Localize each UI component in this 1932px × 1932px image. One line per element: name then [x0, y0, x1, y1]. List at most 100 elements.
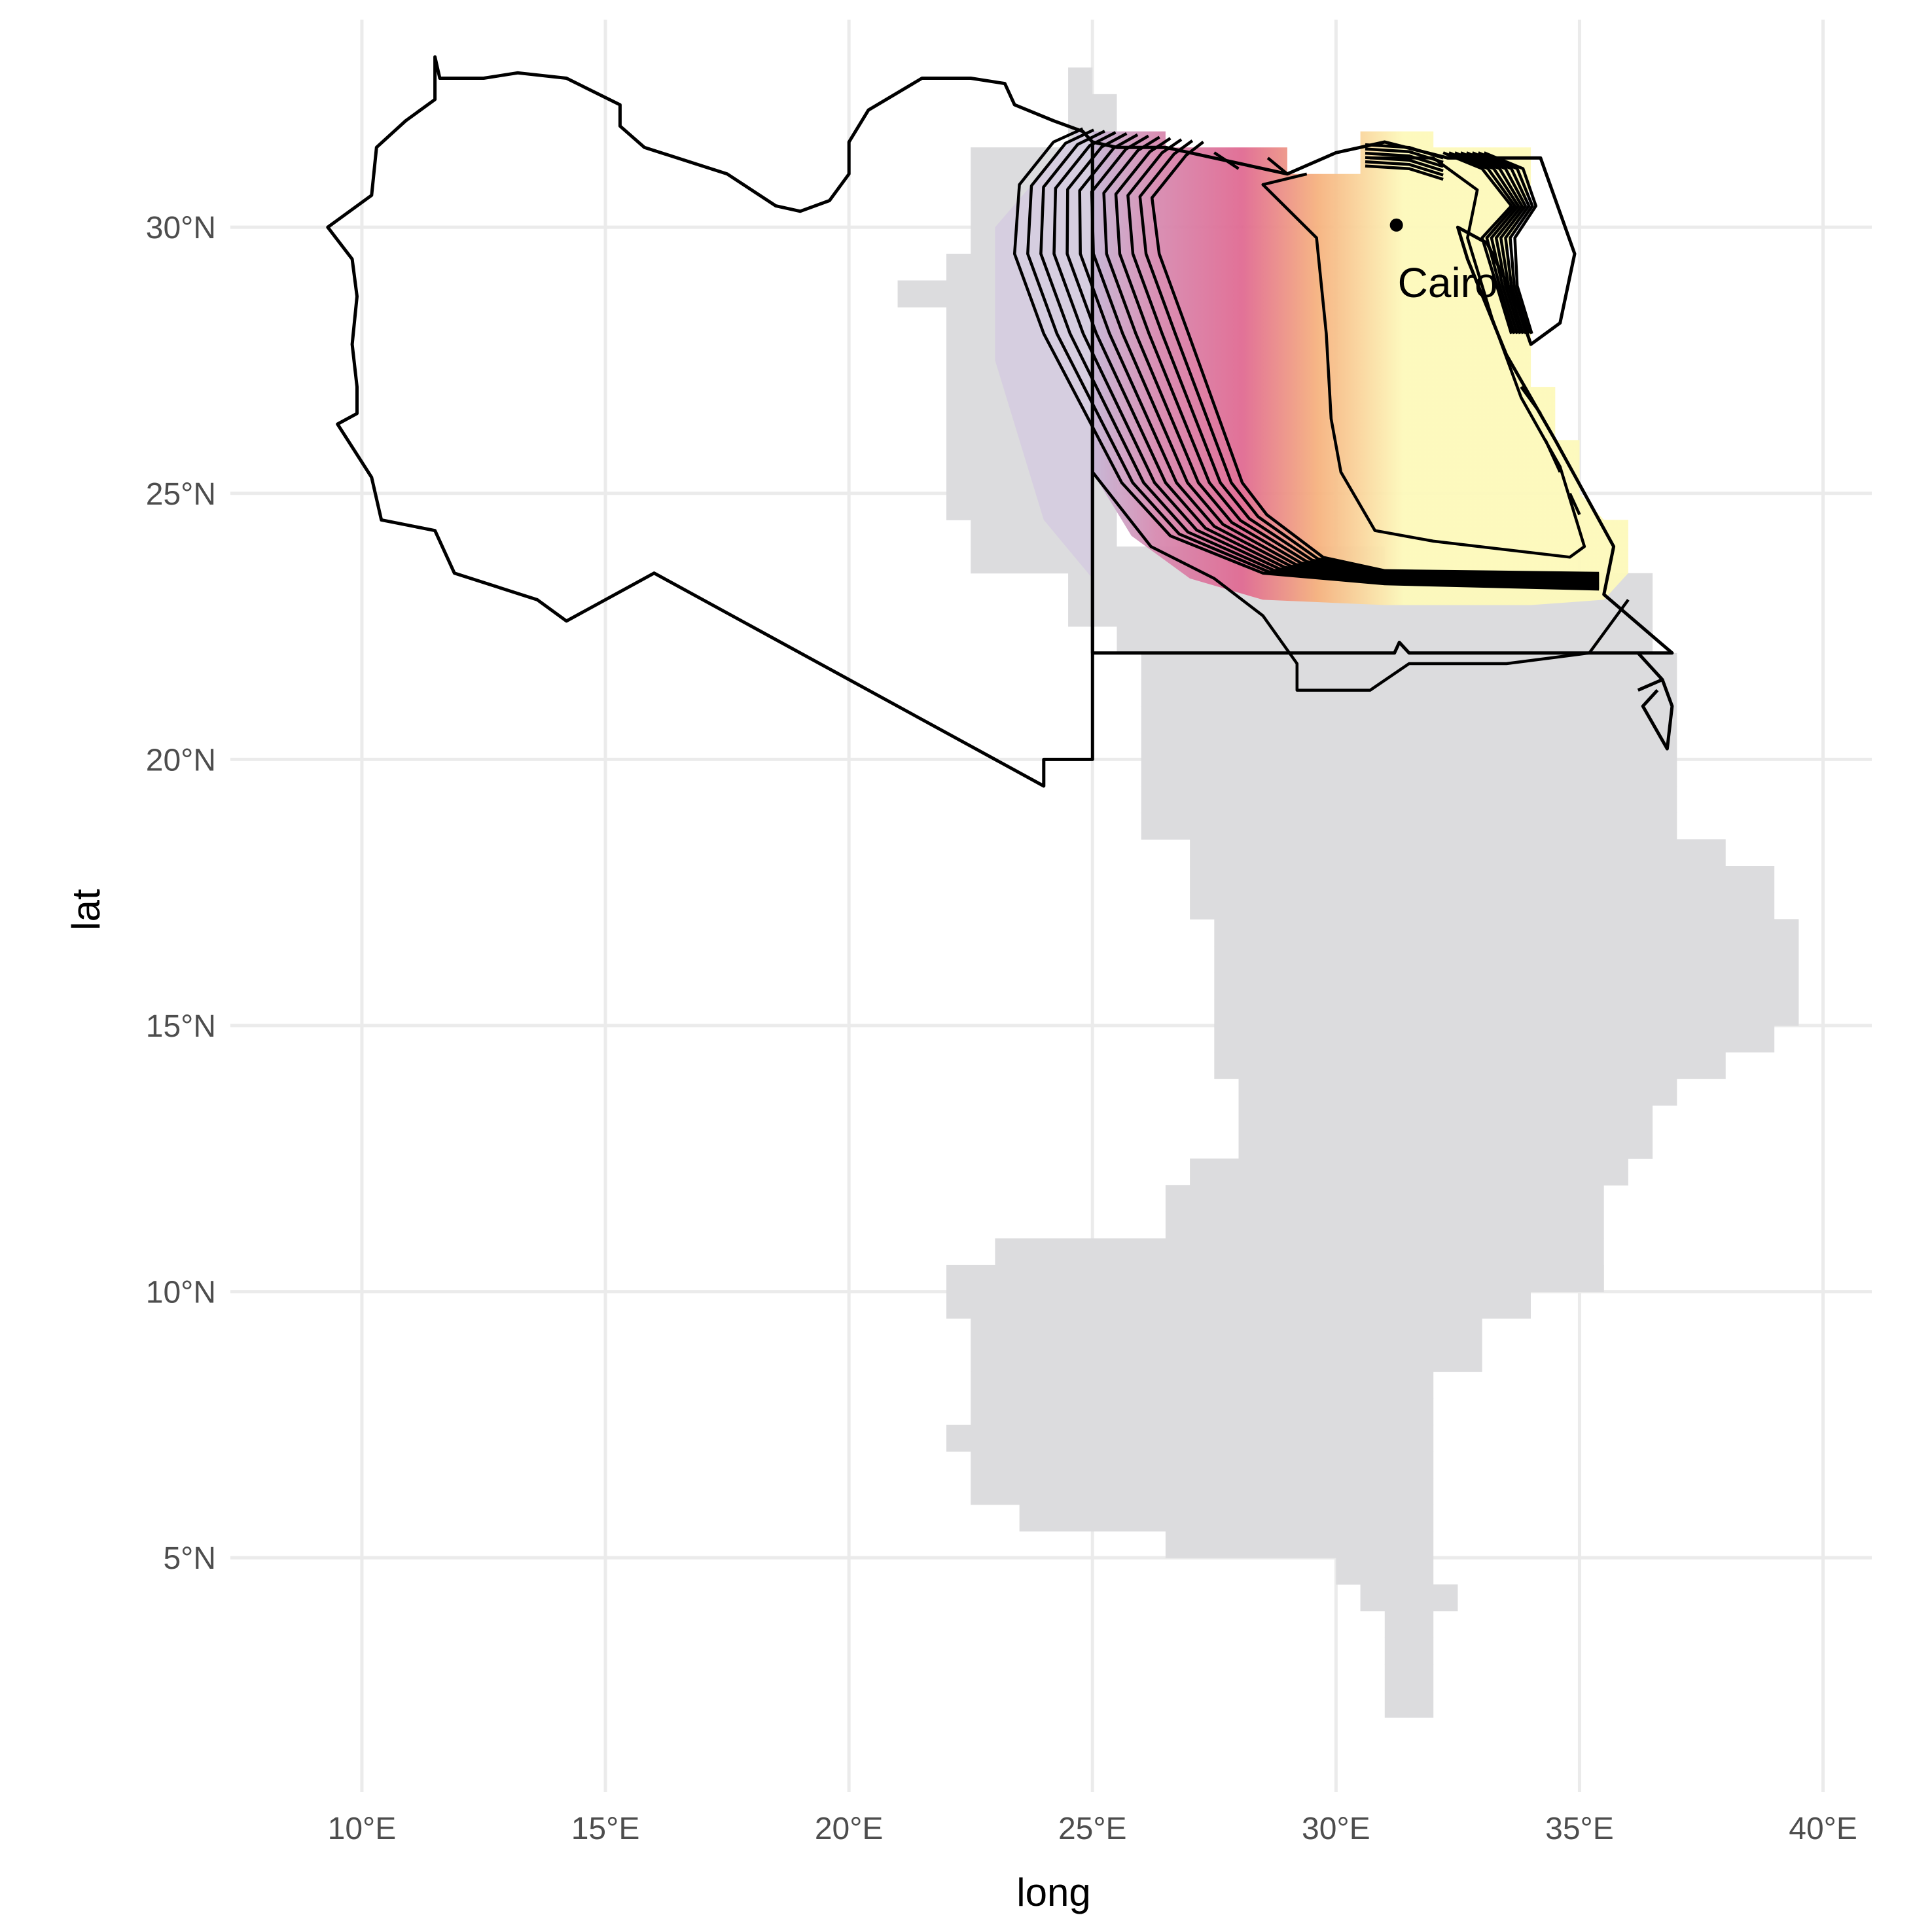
raster-cell-row: [1336, 1558, 1434, 1585]
x-tick-label: 15°E: [571, 1812, 640, 1846]
density-contour-line: [1365, 143, 1444, 160]
density-contour-line: [1026, 128, 1600, 590]
raster-cell-row: [1360, 1584, 1458, 1612]
raster-cell-row: [1141, 679, 1677, 707]
x-tick-label: 10°E: [328, 1812, 397, 1846]
density-contour-line: [1448, 151, 1516, 334]
raster-cell-row: [1165, 1185, 1604, 1213]
y-tick-labels: 5°N 10°N 15°N 20°N 25°N 30°N: [146, 211, 216, 1576]
raster-cell-row: [1165, 1531, 1434, 1558]
density-contour-line: [1471, 151, 1531, 334]
density-contour-line: [1039, 130, 1600, 588]
density-contour-line: [1365, 160, 1444, 177]
density-contour-line: [1365, 151, 1444, 168]
raster-cell-row: [1141, 786, 1677, 814]
x-axis-title: long: [1016, 1870, 1090, 1914]
raster-cell-row: [1068, 599, 1653, 627]
x-tick-labels: 10°E 15°E 20°E 25°E 30°E 35°E 40°E: [328, 1812, 1857, 1846]
x-tick-label: 25°E: [1058, 1812, 1127, 1846]
raster-cell-row: [995, 1238, 1604, 1266]
raster-cell-row: [1214, 1052, 1726, 1079]
density-contour-line: [1012, 127, 1600, 591]
x-tick-label: 30°E: [1302, 1812, 1370, 1846]
density-contour-line: [1544, 439, 1562, 473]
raster-cell-row: [1190, 866, 1775, 893]
raster-cell-row: [1238, 1079, 1677, 1106]
density-contour-line: [1454, 151, 1520, 334]
y-tick-label: 10°N: [146, 1276, 216, 1310]
border-sudan-coast: [1637, 678, 1663, 692]
density-contour-line: [1365, 164, 1444, 181]
density-contour-line: [1261, 156, 1586, 559]
raster-cell-row: [1068, 67, 1093, 95]
raster-cell-row: [1190, 892, 1775, 920]
border-libya: [326, 55, 1094, 788]
density-contour-line: [1102, 135, 1600, 581]
density-contour-line: [1091, 471, 1630, 692]
density-contour-line: [1483, 151, 1538, 334]
y-tick-label: 15°N: [146, 1009, 216, 1044]
raster-cell-row: [1068, 94, 1117, 122]
density-contour-line: [1126, 138, 1600, 578]
y-tick-label: 25°N: [146, 477, 216, 512]
raster-cell-row: [1384, 1611, 1434, 1638]
density-contour-line: [1520, 385, 1542, 415]
raster-cell-row: [1141, 706, 1677, 734]
density-contour-line: [1052, 131, 1600, 586]
density-contour-line: [1065, 132, 1600, 585]
raster-cell-row: [1214, 945, 1799, 973]
raster-cell-row: [1384, 1690, 1434, 1718]
raster-cell-row: [971, 1344, 1482, 1372]
raster-cell-row: [1165, 1211, 1604, 1239]
raster-cell-row: [1238, 1105, 1653, 1133]
density-contour-line: [1442, 151, 1513, 334]
density-contour-line: [1078, 133, 1600, 584]
density-contour-line: [1090, 134, 1600, 582]
y-axis-title: lat: [64, 889, 108, 931]
border-sudan-coast: [1636, 652, 1674, 751]
density-contour-line: [1150, 141, 1600, 575]
x-tick-label: 20°E: [815, 1812, 884, 1846]
raster-cell-row: [1190, 839, 1726, 867]
raster-cell-row: [971, 1398, 1434, 1425]
raster-cell-row: [971, 1451, 1434, 1478]
raster-cell-row: [971, 520, 1117, 547]
x-tick-label: 35°E: [1545, 1812, 1614, 1846]
raster-cell-row: [1117, 626, 1653, 654]
density-contour-line: [1460, 151, 1524, 334]
x-tick-label: 40°E: [1789, 1812, 1857, 1846]
raster-cell-row: [946, 1291, 1531, 1319]
raster-cell-row: [1141, 759, 1677, 787]
density-contour-line: [1568, 492, 1581, 516]
raster-cell-row: [1190, 1158, 1628, 1186]
y-tick-label: 20°N: [146, 743, 216, 778]
city-markers: Cairo: [1389, 218, 1498, 306]
density-contours: [1012, 127, 1630, 692]
raster-cell-row: [946, 1264, 1604, 1293]
density-contour-line: [1365, 147, 1444, 164]
raster-cell-row: [971, 1318, 1482, 1346]
density-contour-line: [1213, 151, 1240, 170]
raster-cell-row: [971, 1478, 1434, 1505]
raster-cell-row: [1214, 999, 1799, 1026]
density-contour-line: [1266, 156, 1289, 175]
raster-cell-row: [971, 1371, 1434, 1399]
raster-cell-row: [1141, 812, 1677, 840]
raster-cell-row: [946, 1424, 1434, 1452]
city-point-cairo: [1389, 218, 1403, 232]
density-contour-line: [1114, 137, 1600, 579]
density-contour-line: [1365, 156, 1444, 173]
raster-cell-row: [1214, 1025, 1775, 1053]
density-raster: [897, 67, 1799, 1718]
y-tick-label: 30°N: [146, 211, 216, 245]
density-contour-line: [1138, 139, 1600, 577]
raster-cell-row: [1141, 732, 1677, 760]
raster-cell-row: [1531, 1264, 1604, 1292]
raster-cell-row: [1019, 1504, 1434, 1532]
y-tick-label: 5°N: [163, 1541, 216, 1576]
raster-cell-row: [1214, 919, 1799, 946]
density-contour-line: [1465, 151, 1527, 334]
city-label-cairo: Cairo: [1398, 259, 1498, 306]
density-contour-line: [1477, 151, 1534, 334]
